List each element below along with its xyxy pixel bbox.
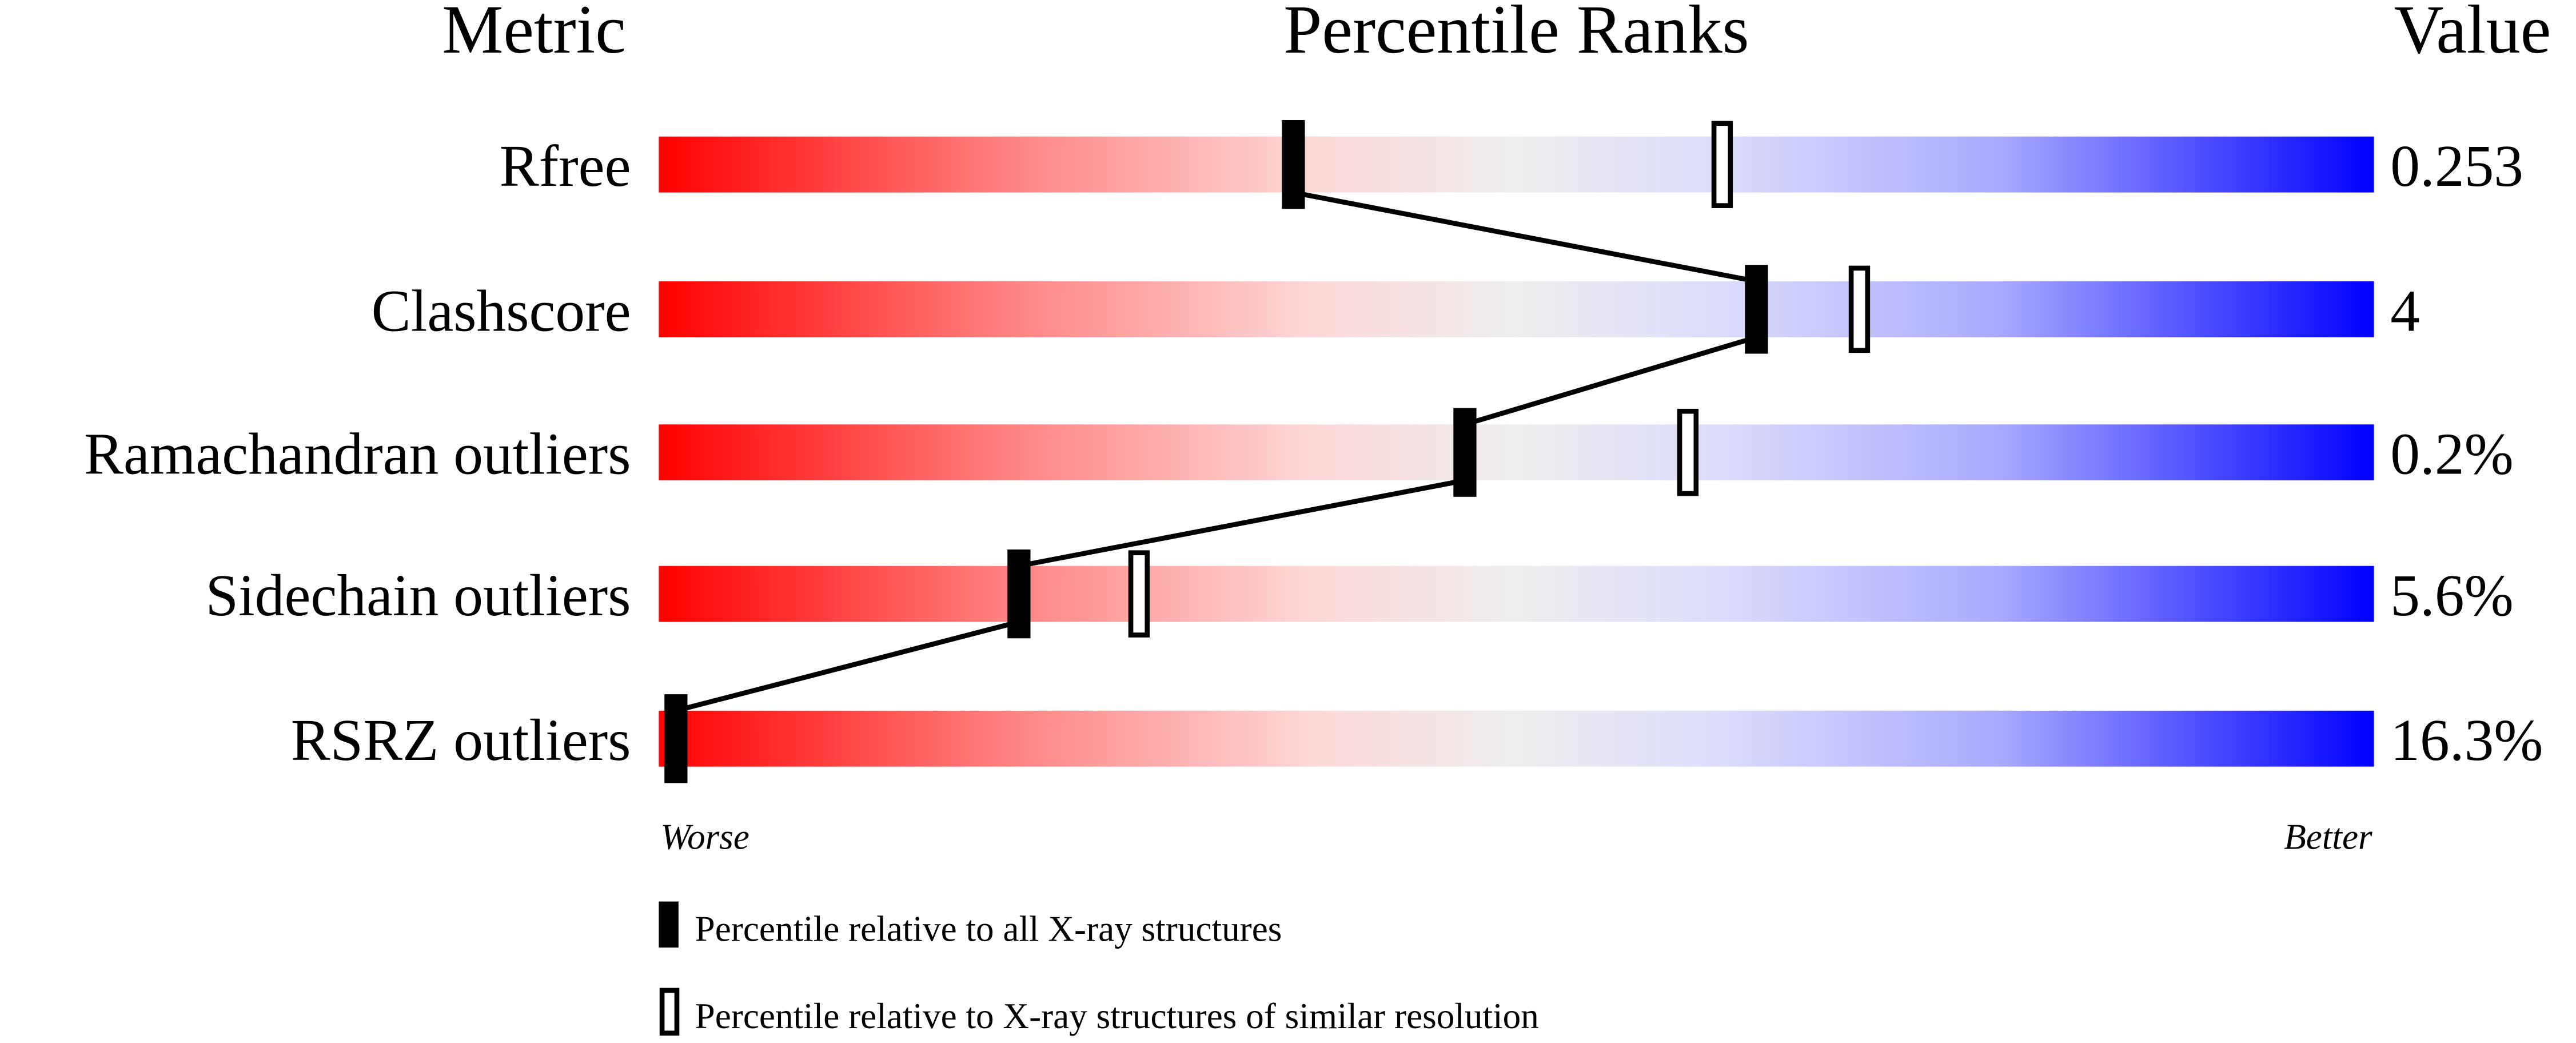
legend-similar-label: Percentile relative to X-ray structures …	[695, 996, 1539, 1036]
similar-resolution-marker	[1711, 121, 1733, 208]
similar-resolution-marker	[1128, 550, 1150, 638]
legend-filled-marker	[659, 901, 679, 948]
percentile-bar	[659, 710, 2374, 767]
axis-worse-label: Worse	[660, 817, 749, 857]
metric-label: Rfree	[500, 134, 631, 199]
metric-label: Sidechain outliers	[205, 563, 631, 628]
axis-better-label: Better	[2284, 817, 2372, 857]
connector-line	[1464, 335, 1757, 427]
percentile-bar	[659, 424, 2374, 481]
metric-value: 5.6%	[2390, 563, 2513, 628]
metric-label: Ramachandran outliers	[84, 422, 631, 487]
header-percentile-ranks: Percentile Ranks	[1283, 0, 1749, 68]
metric-value: 0.253	[2390, 134, 2523, 199]
header-metric: Metric	[442, 0, 626, 68]
metric-value: 4	[2390, 278, 2420, 344]
all-structures-marker	[1007, 549, 1031, 639]
percentile-bar	[659, 136, 2374, 193]
all-structures-marker	[1453, 408, 1477, 497]
similar-resolution-marker	[1677, 408, 1699, 496]
all-structures-marker	[664, 694, 688, 783]
legend-hollow-marker	[659, 988, 680, 1036]
percentile-bar	[659, 281, 2374, 337]
connector-line	[675, 619, 1020, 714]
metric-label: RSRZ outliers	[291, 708, 631, 773]
header-value: Value	[2394, 0, 2551, 68]
all-structures-marker	[1745, 265, 1768, 354]
legend-all-label: Percentile relative to all X-ray structu…	[695, 909, 1282, 949]
percentile-bar	[659, 566, 2374, 622]
metric-value: 16.3%	[2390, 708, 2543, 773]
metric-label: Clashscore	[372, 278, 631, 344]
connector-line	[1018, 477, 1466, 568]
connector-line	[1293, 190, 1757, 284]
metric-value: 0.2%	[2390, 422, 2513, 487]
all-structures-marker	[1282, 120, 1305, 209]
similar-resolution-marker	[1848, 265, 1871, 353]
